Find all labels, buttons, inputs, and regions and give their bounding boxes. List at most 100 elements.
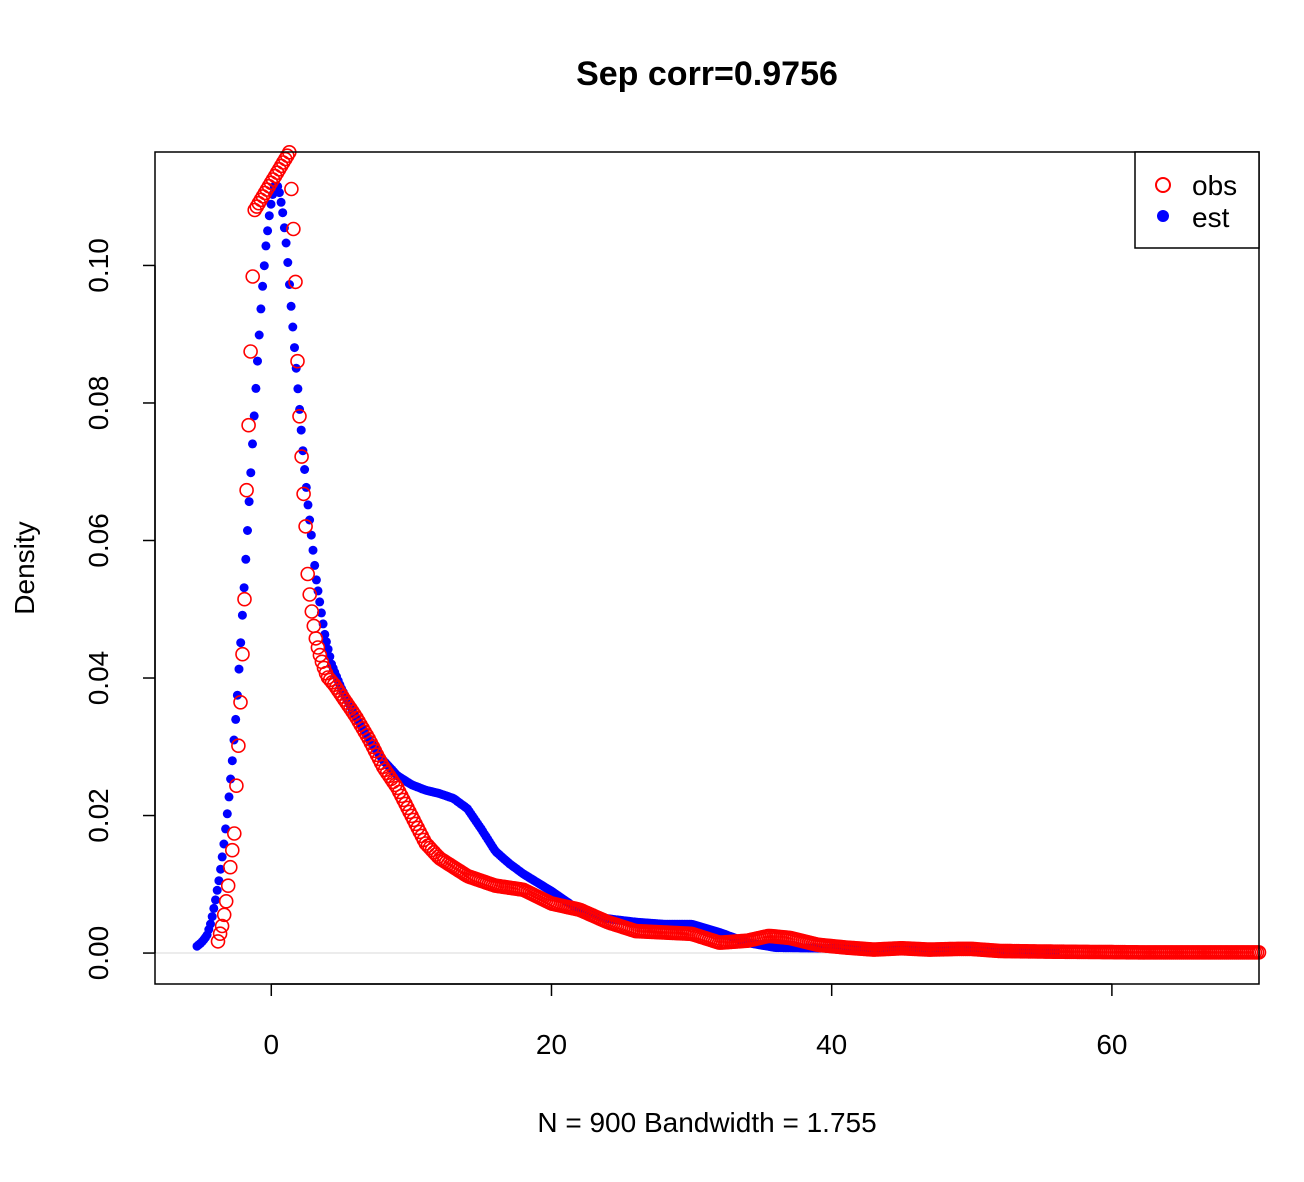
obs-point xyxy=(292,408,307,424)
obs-point xyxy=(357,724,373,740)
obs-point xyxy=(233,694,248,710)
y-tick-label: 0.02 xyxy=(83,788,114,843)
obs-point xyxy=(231,738,246,754)
est-point xyxy=(216,864,226,874)
legend-obs-marker xyxy=(1155,177,1171,193)
est-point xyxy=(316,608,326,618)
est-point xyxy=(283,258,293,267)
est-point xyxy=(239,583,249,593)
est-point xyxy=(311,575,321,585)
est-point xyxy=(217,852,227,862)
est-point xyxy=(305,515,315,525)
est-point xyxy=(258,281,268,291)
est-point xyxy=(288,322,298,332)
est-point xyxy=(249,411,259,421)
legend-est-marker xyxy=(1157,210,1169,222)
est-point xyxy=(266,199,276,209)
est-point xyxy=(254,330,264,340)
obs-point xyxy=(214,918,230,934)
legend-est-label: est xyxy=(1192,202,1230,233)
obs-point xyxy=(218,893,234,909)
obs-point xyxy=(359,728,375,743)
obs-point xyxy=(298,519,313,534)
obs-point xyxy=(237,591,252,607)
est-point xyxy=(243,526,252,535)
est-point xyxy=(251,383,261,393)
obs-point xyxy=(290,353,305,369)
obs-point xyxy=(227,826,242,841)
est-point xyxy=(224,792,234,802)
obs-point xyxy=(245,269,260,284)
est-point xyxy=(296,425,306,435)
est-point xyxy=(315,597,325,607)
est-point xyxy=(219,839,229,849)
obs-point xyxy=(284,181,299,197)
obs-point xyxy=(239,482,254,498)
est-point xyxy=(308,545,318,555)
est-point xyxy=(293,384,303,394)
est-point xyxy=(310,560,320,570)
est-point xyxy=(306,530,316,540)
obs-point xyxy=(210,934,226,949)
est-point xyxy=(214,876,224,886)
x-axis: 0 20 40 60 xyxy=(263,983,1127,1060)
est-point xyxy=(261,241,271,251)
x-tick-label: 40 xyxy=(816,1029,847,1060)
obs-point xyxy=(387,777,403,793)
obs-point xyxy=(243,344,258,359)
obs-point xyxy=(310,640,326,655)
est-point xyxy=(212,885,222,895)
obs-point xyxy=(229,778,244,794)
obs-point xyxy=(312,647,328,663)
obs-point xyxy=(235,646,250,662)
legend: obs est xyxy=(1134,151,1260,249)
est-point xyxy=(206,919,215,929)
obs-point xyxy=(300,566,316,582)
obs-point xyxy=(296,486,311,502)
est-point xyxy=(234,664,244,674)
obs-point xyxy=(308,631,324,646)
est-point xyxy=(290,343,299,353)
est-point xyxy=(274,188,284,198)
legend-box xyxy=(1134,151,1260,249)
est-point xyxy=(278,208,288,218)
obs-point xyxy=(220,878,236,894)
obs-point xyxy=(302,587,318,602)
obs-point xyxy=(212,926,228,942)
y-tick-label: 0.10 xyxy=(83,238,114,293)
y-tick-label: 0.06 xyxy=(83,513,114,568)
est-point xyxy=(237,610,247,620)
obs-point xyxy=(223,859,238,875)
est-point xyxy=(259,261,269,271)
est-point xyxy=(227,756,237,766)
est-point xyxy=(211,895,220,905)
obs-point xyxy=(353,717,368,733)
y-tick-label: 0.00 xyxy=(83,926,114,981)
est-point xyxy=(286,301,296,311)
est-point xyxy=(264,211,274,221)
est-point xyxy=(231,714,241,724)
est-point xyxy=(241,554,251,564)
est-series xyxy=(192,181,1061,957)
x-tick-label: 60 xyxy=(1096,1029,1127,1060)
est-point xyxy=(222,809,232,819)
obs-point xyxy=(306,618,322,634)
obs-series xyxy=(210,145,1267,960)
est-point xyxy=(209,903,219,913)
est-point xyxy=(256,304,266,314)
y-tick-label: 0.04 xyxy=(83,651,114,706)
obs-point xyxy=(286,221,301,237)
est-point xyxy=(276,197,286,207)
y-axis-label: Density xyxy=(9,521,40,614)
est-point xyxy=(263,226,273,236)
obs-point xyxy=(288,274,303,290)
obs-point xyxy=(241,417,256,433)
est-point xyxy=(248,439,257,449)
est-point xyxy=(281,238,291,248)
obs-point xyxy=(304,604,320,619)
x-axis-label: N = 900 Bandwidth = 1.755 xyxy=(537,1107,876,1138)
est-point xyxy=(236,638,246,648)
chart-title: Sep corr=0.9756 xyxy=(576,55,838,93)
y-axis: 0.00 0.02 0.04 0.06 0.08 0.10 xyxy=(83,238,156,981)
